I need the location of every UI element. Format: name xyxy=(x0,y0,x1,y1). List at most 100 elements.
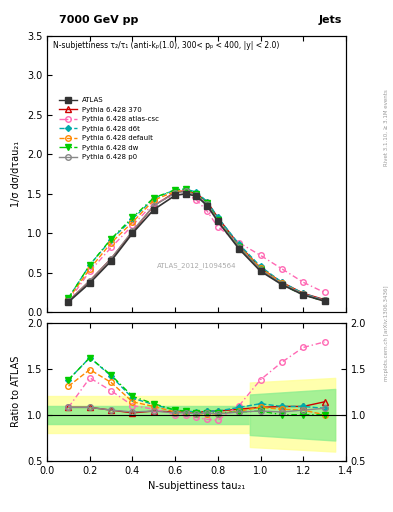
Pythia 6.428 370 xyxy=(215,215,220,221)
Pythia 6.428 atlas-csc xyxy=(184,190,188,197)
Pythia 6.428 default xyxy=(237,244,242,250)
Pythia 6.428 d6t xyxy=(184,186,188,192)
Pythia 6.428 atlas-csc xyxy=(237,240,242,246)
Pythia 6.428 default xyxy=(215,218,220,224)
Pythia 6.428 dw xyxy=(173,187,178,193)
Pythia 6.428 p0 xyxy=(173,190,178,196)
Pythia 6.428 d6t xyxy=(109,237,114,243)
X-axis label: N-subjettiness tau₂₁: N-subjettiness tau₂₁ xyxy=(148,481,245,491)
Pythia 6.428 dw xyxy=(109,236,114,242)
Pythia 6.428 default xyxy=(88,266,92,272)
Pythia 6.428 p0 xyxy=(215,218,220,224)
Pythia 6.428 370 xyxy=(301,290,305,296)
ATLAS xyxy=(184,190,188,197)
Y-axis label: 1/σ dσ/dτau₂₁: 1/σ dσ/dτau₂₁ xyxy=(11,141,21,207)
Pythia 6.428 dw xyxy=(151,195,156,201)
Pythia 6.428 atlas-csc xyxy=(258,252,263,259)
ATLAS xyxy=(322,298,327,304)
Pythia 6.428 default xyxy=(66,296,71,302)
Pythia 6.428 p0 xyxy=(109,255,114,262)
Pythia 6.428 default xyxy=(151,197,156,203)
Pythia 6.428 default xyxy=(173,188,178,195)
Pythia 6.428 dw xyxy=(66,295,71,301)
Pythia 6.428 d6t xyxy=(301,290,305,296)
Pythia 6.428 370 xyxy=(258,265,263,271)
Pythia 6.428 default xyxy=(258,265,263,271)
Line: Pythia 6.428 dw: Pythia 6.428 dw xyxy=(66,186,327,304)
ATLAS xyxy=(194,193,199,199)
Pythia 6.428 p0 xyxy=(130,228,135,234)
Line: ATLAS: ATLAS xyxy=(65,190,328,306)
Pythia 6.428 d6t xyxy=(237,241,242,247)
Pythia 6.428 atlas-csc xyxy=(109,244,114,250)
Pythia 6.428 370 xyxy=(279,279,284,285)
Pythia 6.428 370 xyxy=(130,229,135,235)
Line: Pythia 6.428 370: Pythia 6.428 370 xyxy=(66,188,327,304)
Pythia 6.428 d6t xyxy=(322,297,327,304)
Line: Pythia 6.428 p0: Pythia 6.428 p0 xyxy=(66,188,327,304)
Line: Pythia 6.428 default: Pythia 6.428 default xyxy=(66,188,327,304)
Pythia 6.428 atlas-csc xyxy=(215,224,220,230)
Pythia 6.428 atlas-csc xyxy=(151,200,156,206)
Pythia 6.428 dw xyxy=(130,215,135,221)
Pythia 6.428 dw xyxy=(184,186,188,192)
ATLAS xyxy=(237,246,242,252)
Text: mcplots.cern.ch [arXiv:1306.3436]: mcplots.cern.ch [arXiv:1306.3436] xyxy=(384,285,389,380)
Pythia 6.428 atlas-csc xyxy=(205,208,209,214)
Pythia 6.428 dw xyxy=(279,282,284,288)
ATLAS xyxy=(215,218,220,224)
Pythia 6.428 default xyxy=(109,240,114,246)
Pythia 6.428 d6t xyxy=(258,263,263,269)
Pythia 6.428 atlas-csc xyxy=(322,289,327,295)
Pythia 6.428 370 xyxy=(194,190,199,197)
Pythia 6.428 370 xyxy=(151,203,156,209)
ATLAS xyxy=(205,203,209,209)
Line: Pythia 6.428 d6t: Pythia 6.428 d6t xyxy=(66,187,327,303)
ATLAS xyxy=(258,268,263,274)
Pythia 6.428 d6t xyxy=(205,199,209,205)
Pythia 6.428 d6t xyxy=(151,196,156,202)
ATLAS xyxy=(173,193,178,199)
Pythia 6.428 370 xyxy=(184,187,188,194)
Pythia 6.428 p0 xyxy=(322,297,327,304)
Text: 7000 GeV pp: 7000 GeV pp xyxy=(59,15,138,25)
Y-axis label: Ratio to ATLAS: Ratio to ATLAS xyxy=(11,356,21,428)
Pythia 6.428 p0 xyxy=(301,291,305,297)
Pythia 6.428 370 xyxy=(173,189,178,195)
Pythia 6.428 atlas-csc xyxy=(194,197,199,203)
ATLAS xyxy=(109,258,114,264)
Pythia 6.428 p0 xyxy=(258,267,263,273)
Pythia 6.428 atlas-csc xyxy=(173,193,178,199)
Pythia 6.428 dw xyxy=(88,262,92,268)
ATLAS xyxy=(301,292,305,298)
Pythia 6.428 d6t xyxy=(88,262,92,268)
Pythia 6.428 p0 xyxy=(184,188,188,195)
Pythia 6.428 370 xyxy=(205,199,209,205)
Pythia 6.428 p0 xyxy=(88,278,92,284)
Pythia 6.428 d6t xyxy=(279,279,284,285)
ATLAS xyxy=(66,299,71,305)
Text: Rivet 3.1.10, ≥ 3.1M events: Rivet 3.1.10, ≥ 3.1M events xyxy=(384,90,389,166)
Pythia 6.428 p0 xyxy=(151,203,156,209)
Pythia 6.428 atlas-csc xyxy=(301,279,305,285)
Pythia 6.428 atlas-csc xyxy=(279,266,284,272)
Pythia 6.428 dw xyxy=(215,217,220,223)
ATLAS xyxy=(130,230,135,237)
Pythia 6.428 default xyxy=(279,280,284,286)
Pythia 6.428 p0 xyxy=(279,281,284,287)
Pythia 6.428 atlas-csc xyxy=(88,268,92,274)
Text: ATLAS_2012_I1094564: ATLAS_2012_I1094564 xyxy=(157,262,236,269)
ATLAS xyxy=(88,280,92,286)
Pythia 6.428 d6t xyxy=(173,187,178,193)
Pythia 6.428 default xyxy=(301,291,305,297)
Pythia 6.428 atlas-csc xyxy=(66,298,71,304)
Pythia 6.428 p0 xyxy=(205,201,209,207)
Pythia 6.428 370 xyxy=(66,298,71,304)
Pythia 6.428 d6t xyxy=(215,215,220,221)
Pythia 6.428 dw xyxy=(258,267,263,273)
Pythia 6.428 dw xyxy=(194,190,199,197)
Pythia 6.428 dw xyxy=(301,292,305,298)
Pythia 6.428 default xyxy=(205,202,209,208)
Pythia 6.428 p0 xyxy=(194,193,199,199)
Pythia 6.428 p0 xyxy=(66,298,71,304)
